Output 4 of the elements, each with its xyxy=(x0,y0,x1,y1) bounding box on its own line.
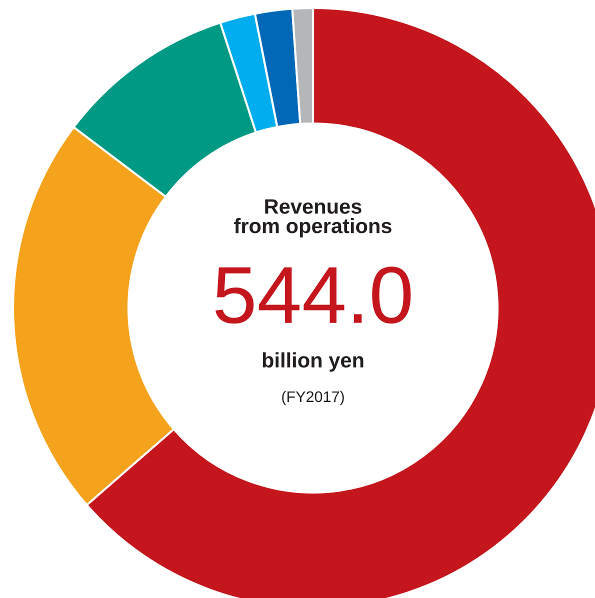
text: billion yen xyxy=(262,352,364,372)
text: Revenues from operations xyxy=(234,199,392,238)
text: 544.0 xyxy=(215,266,411,324)
text: (FY2017) xyxy=(282,390,344,406)
